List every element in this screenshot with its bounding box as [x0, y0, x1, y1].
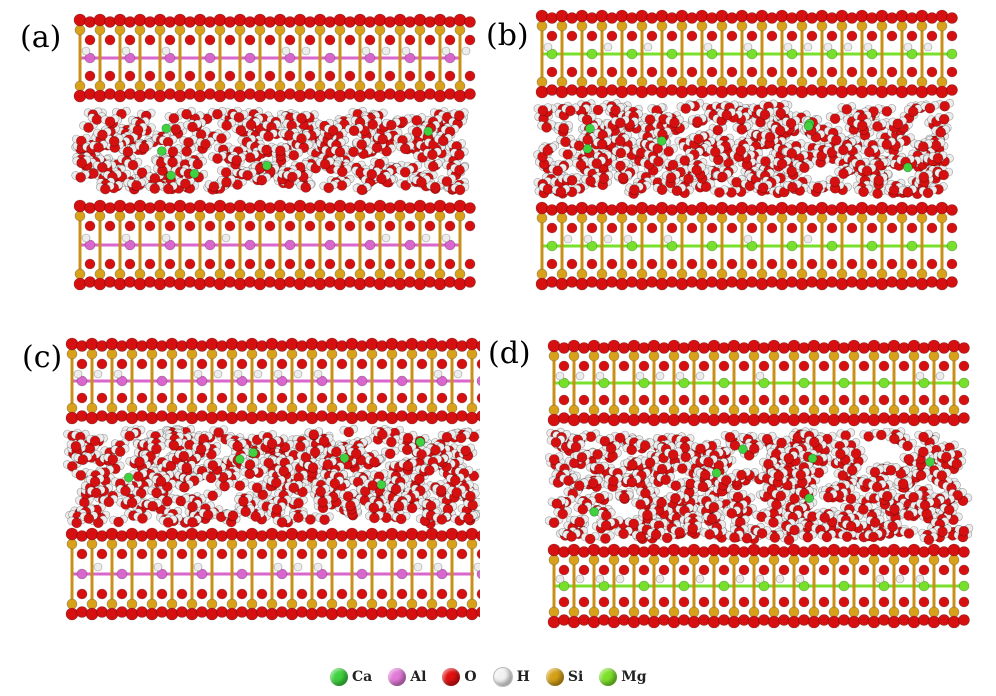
o-atom — [464, 88, 476, 100]
panel-a: (a) — [0, 0, 480, 300]
h-atom — [361, 46, 371, 56]
o-atom — [264, 34, 276, 46]
o-atom — [124, 70, 136, 82]
o-atom — [364, 70, 376, 82]
o-atom — [464, 16, 476, 28]
o-atom — [304, 70, 316, 82]
octahedral-atom — [84, 52, 96, 64]
h-atom — [121, 46, 131, 56]
o-atom — [464, 34, 476, 46]
o-atom — [404, 70, 416, 82]
molecular-structure-a — [71, 13, 476, 291]
o-atom — [324, 34, 336, 46]
o-atom — [384, 34, 396, 46]
octahedral-atom — [324, 52, 336, 64]
o-atom — [184, 70, 196, 82]
o-atom — [344, 34, 356, 46]
octahedral-atom — [124, 52, 136, 64]
o-atom — [244, 34, 256, 46]
o-atom — [284, 70, 296, 82]
o-atom — [244, 70, 256, 82]
octahedral-atom — [204, 52, 216, 64]
o-atom — [232, 179, 243, 190]
h-atom — [81, 46, 91, 56]
h-atom — [161, 46, 171, 56]
o-atom — [444, 34, 456, 46]
o-atom — [344, 70, 356, 82]
octahedral-atom — [164, 52, 176, 64]
o-atom — [144, 70, 156, 82]
o-atom — [124, 34, 136, 46]
o-atom — [404, 34, 416, 46]
o-atom — [400, 180, 412, 191]
o-atom — [168, 113, 180, 124]
o-atom — [164, 34, 176, 46]
h-atom — [401, 46, 411, 56]
o-atom — [424, 70, 436, 82]
o-atom — [364, 34, 376, 46]
o-atom — [184, 34, 196, 46]
o-atom — [84, 34, 96, 46]
o-atom — [424, 34, 436, 46]
o-atom — [84, 70, 96, 82]
o-atom — [384, 70, 396, 82]
h-atom — [461, 46, 471, 56]
o-atom — [381, 146, 392, 157]
o-atom — [144, 34, 156, 46]
o-atom — [164, 70, 176, 82]
octahedral-atom — [244, 52, 256, 64]
o-atom — [104, 70, 116, 82]
octahedral-atom — [404, 52, 416, 64]
h-atom — [381, 46, 391, 56]
octahedral-atom — [364, 52, 376, 64]
o-atom — [204, 34, 216, 46]
o-atom — [444, 70, 456, 82]
o-atom — [324, 70, 336, 82]
o-atom — [304, 34, 316, 46]
octahedral-atom — [444, 52, 456, 64]
o-atom — [224, 70, 236, 82]
o-atom — [284, 34, 296, 46]
o-atom — [464, 70, 476, 82]
o-atom — [181, 108, 192, 120]
h-atom — [441, 46, 451, 56]
h-atom — [301, 46, 311, 56]
h-atom — [281, 46, 291, 56]
o-atom — [264, 70, 276, 82]
o-atom — [104, 34, 116, 46]
o-atom — [224, 34, 236, 46]
octahedral-atom — [284, 52, 296, 64]
o-atom — [204, 70, 216, 82]
